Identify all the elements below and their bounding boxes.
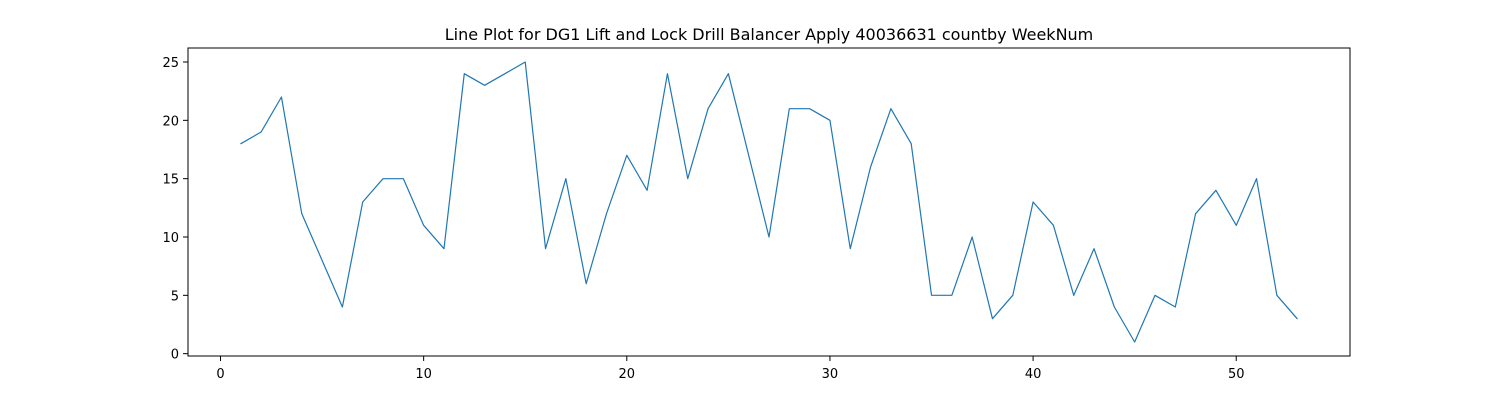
x-tick-label: 50 [1228,367,1245,382]
y-tick-label: 15 [162,173,179,188]
axis-ticks: 0 10 20 30 40 50 0 5 10 15 20 25 [162,56,1244,382]
plot-area-frame [187,47,1351,357]
x-tick-label: 30 [822,367,839,382]
x-tick-label: 10 [415,367,432,382]
y-tick-label: 5 [171,289,179,304]
x-tick-label: 0 [216,367,224,382]
chart-title: Line Plot for DG1 Lift and Lock Drill Ba… [445,25,1094,44]
y-tick-label: 20 [162,114,179,129]
series-line [240,61,1298,343]
y-tick-label: 10 [162,231,179,246]
y-tick-label: 0 [171,348,179,363]
series-layer [240,61,1298,343]
x-tick-label: 20 [619,367,636,382]
x-tick-label: 40 [1025,367,1042,382]
y-tick-label: 25 [162,56,179,71]
